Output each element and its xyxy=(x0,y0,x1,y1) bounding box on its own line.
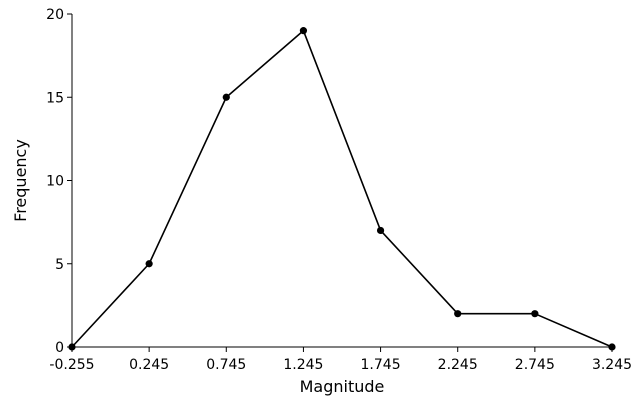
data-point xyxy=(454,310,462,318)
x-tick-label: 1.745 xyxy=(361,357,401,373)
series-line xyxy=(71,29,613,348)
y-tick-label: 10 xyxy=(46,174,64,190)
y-tick-label: 15 xyxy=(46,90,64,106)
y-axis-title: Frequency xyxy=(11,139,30,222)
axes xyxy=(67,13,613,352)
x-tick-label: 1.245 xyxy=(283,357,323,373)
y-tick-label: 0 xyxy=(55,340,64,356)
x-tick-label: 2.245 xyxy=(438,357,478,373)
x-tick-label: 3.245 xyxy=(592,357,632,373)
y-tick-label: 5 xyxy=(55,257,64,273)
data-point xyxy=(376,226,385,235)
labels-layer: 0 5 10 15 20 -0.255 0.245 0.745 1.245 1.745 2.245 2… xyxy=(11,7,632,396)
series-layer xyxy=(68,27,616,351)
y-tick-label: 20 xyxy=(46,7,64,23)
x-tick-label: 0.745 xyxy=(206,357,246,373)
data-point xyxy=(68,343,76,351)
x-axis-title: Magnitude xyxy=(300,377,385,396)
x-tick-label: -0.255 xyxy=(49,357,94,373)
data-point xyxy=(608,343,616,351)
data-point xyxy=(145,260,153,268)
x-tick-label: 0.245 xyxy=(129,357,169,373)
data-point xyxy=(531,310,539,318)
data-point xyxy=(299,27,308,35)
x-tick-label: 2.745 xyxy=(515,357,555,373)
data-point xyxy=(222,93,230,101)
